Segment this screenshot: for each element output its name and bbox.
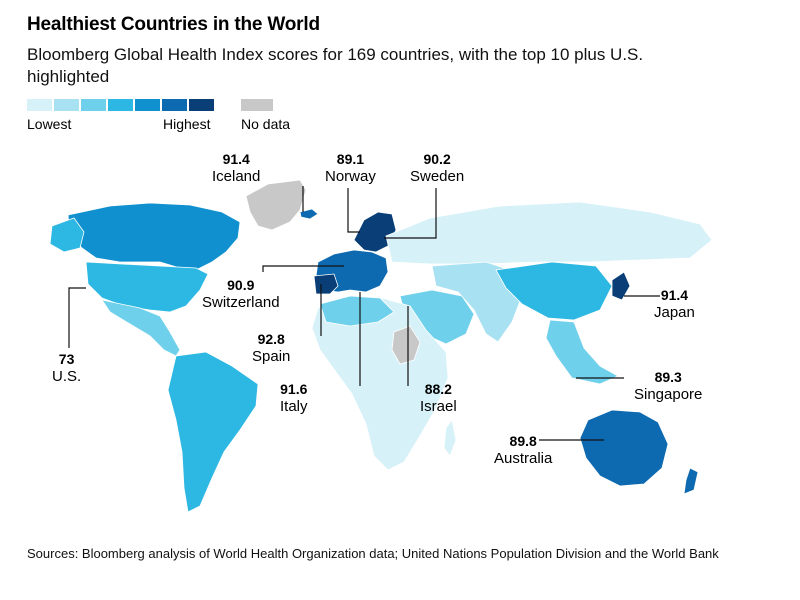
- callout-score: 90.9: [227, 277, 255, 293]
- callout-spain: 92.8 Spain: [252, 330, 290, 366]
- callout-country: Iceland: [212, 168, 261, 185]
- chart-title: Healthiest Countries in the World: [27, 14, 320, 35]
- chart-subtitle: Bloomberg Global Health Index scores for…: [27, 45, 644, 86]
- legend-label-highest: Highest: [163, 116, 211, 132]
- region-no-data-africa: [391, 325, 421, 365]
- region-greenland: [245, 179, 307, 231]
- callout-score: 89.3: [654, 369, 682, 385]
- callout-score: 91.4: [222, 151, 250, 167]
- callout-country: Japan: [654, 304, 695, 321]
- callout-country: U.S.: [52, 368, 82, 385]
- callout-italy: 91.6 Italy: [280, 380, 308, 416]
- callout-country: Australia: [494, 450, 553, 467]
- callout-country: Switzerland: [202, 294, 280, 311]
- callout-country: Singapore: [634, 386, 703, 403]
- region-canada: [67, 202, 241, 271]
- region-australia: [579, 409, 669, 487]
- legend-swatch-nodata: [241, 99, 273, 111]
- region-russia: [385, 201, 713, 265]
- callout-norway: 89.1 Norway: [325, 150, 376, 186]
- legend-swatch-1: [27, 99, 52, 111]
- callout-israel: 88.2 Israel: [420, 380, 457, 416]
- callout-country: Israel: [420, 398, 457, 415]
- callout-switzerland: 90.9 Switzerland: [202, 276, 280, 312]
- callout-score: 89.1: [336, 151, 365, 167]
- region-spain: [313, 273, 339, 295]
- legend-label-lowest: Lowest: [27, 116, 72, 132]
- leader-norway: [347, 188, 360, 233]
- callout-japan: 91.4 Japan: [654, 286, 695, 322]
- region-southeast-asia: [545, 319, 619, 385]
- callout-country: Italy: [280, 398, 308, 415]
- legend-swatch-2: [54, 99, 79, 111]
- callout-us: 73 U.S.: [52, 350, 81, 386]
- callout-score: 92.8: [257, 331, 285, 347]
- callout-score: 89.8: [509, 433, 537, 449]
- region-madagascar: [443, 419, 457, 457]
- region-japan: [611, 271, 631, 301]
- region-new-zealand: [683, 467, 699, 495]
- region-alaska: [49, 217, 85, 253]
- callout-australia: 89.8 Australia: [494, 432, 552, 468]
- leader-lines: [68, 186, 660, 441]
- legend-swatch-7: [189, 99, 214, 111]
- region-usa: [85, 261, 209, 313]
- legend-swatch-5: [135, 99, 160, 111]
- legend-swatch-6: [162, 99, 187, 111]
- callout-score: 88.2: [424, 381, 452, 397]
- callout-score: 90.2: [423, 151, 451, 167]
- callout-country: Norway: [325, 168, 376, 185]
- region-china: [495, 261, 613, 321]
- legend-label-nodata: No data: [241, 116, 291, 132]
- callout-sweden: 90.2 Sweden: [410, 150, 464, 186]
- leader-sweden: [384, 188, 437, 239]
- callout-country: Sweden: [410, 168, 465, 185]
- legend-swatch-3: [81, 99, 106, 111]
- leader-us: [68, 287, 86, 348]
- callout-country: Spain: [252, 348, 291, 365]
- region-north-africa: [319, 295, 395, 327]
- callout-score: 91.6: [280, 381, 308, 397]
- region-scandinavia: [353, 211, 397, 253]
- region-iceland: [299, 208, 319, 220]
- callout-iceland: 91.4 Iceland: [212, 150, 260, 186]
- callout-score: 91.4: [660, 287, 689, 303]
- leader-switzerland: [262, 265, 344, 272]
- region-south-america: [167, 351, 259, 513]
- legend-swatch-4: [108, 99, 133, 111]
- callout-singapore: 89.3 Singapore: [634, 368, 702, 404]
- callout-score: 73: [58, 351, 75, 367]
- source-note: Sources: Bloomberg analysis of World Hea…: [27, 546, 719, 561]
